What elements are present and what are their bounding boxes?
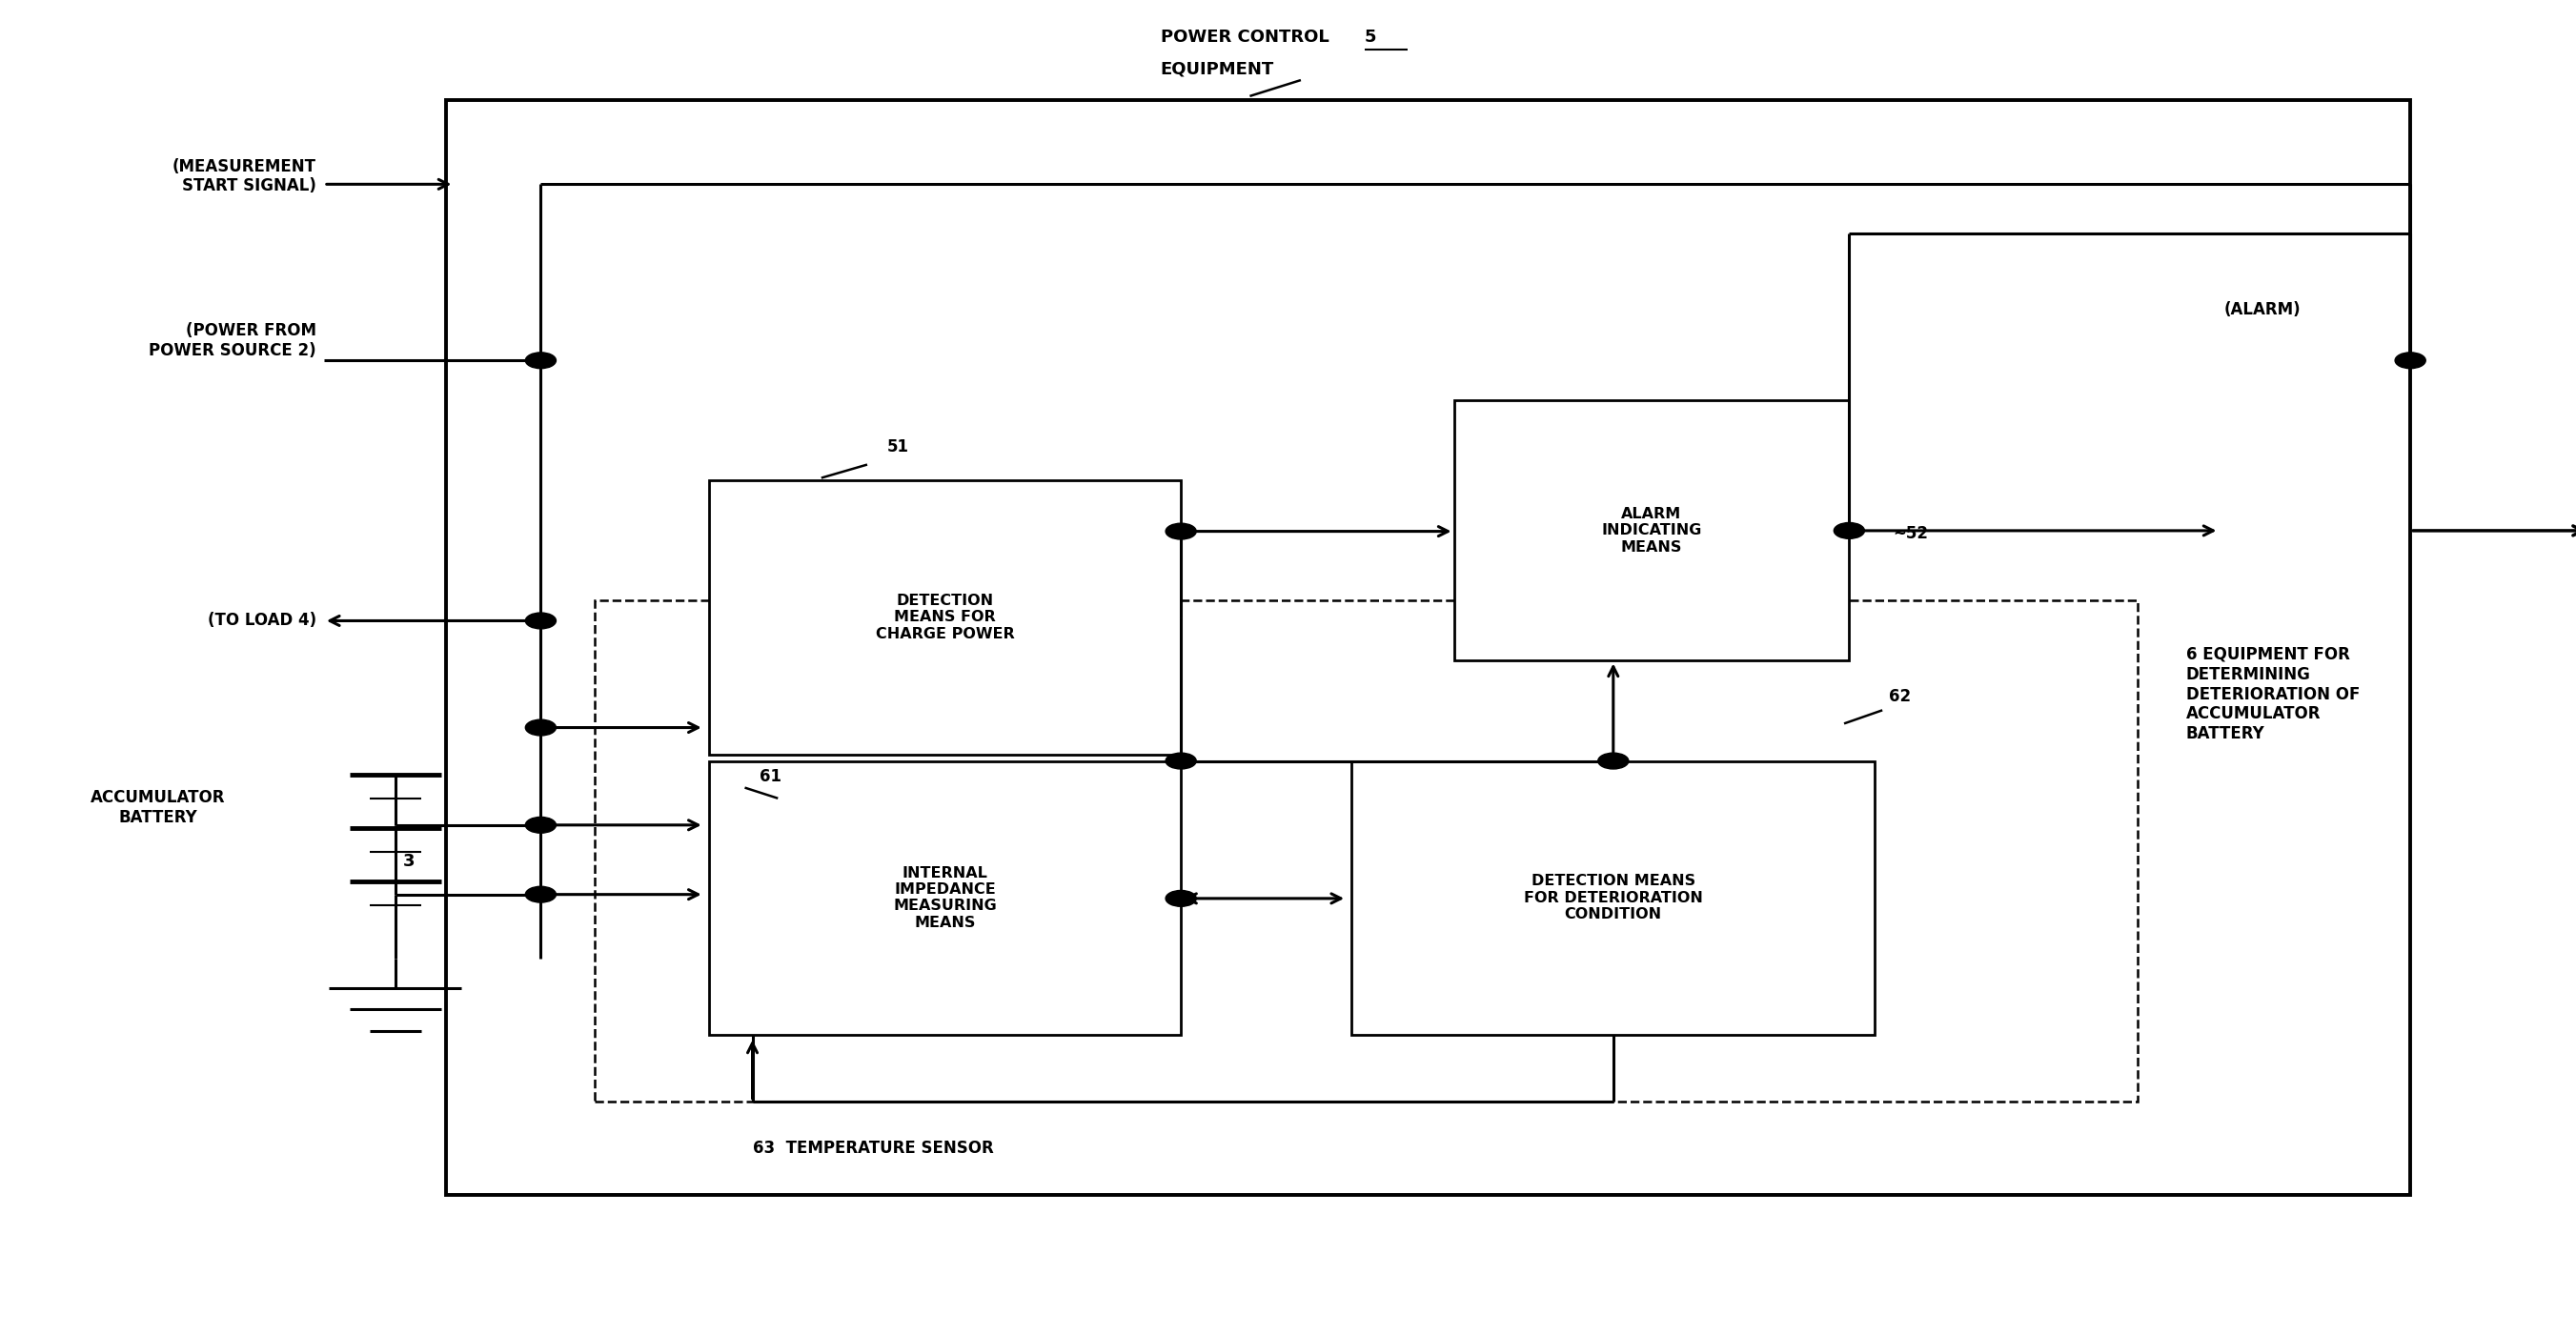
Text: INTERNAL
IMPEDANCE
MEASURING
MEANS: INTERNAL IMPEDANCE MEASURING MEANS: [894, 866, 997, 929]
Text: ~52: ~52: [1893, 526, 1927, 542]
Text: (POWER FROM
POWER SOURCE 2): (POWER FROM POWER SOURCE 2): [149, 322, 317, 359]
FancyBboxPatch shape: [708, 761, 1180, 1035]
FancyBboxPatch shape: [1352, 761, 1875, 1035]
Text: 3: 3: [402, 853, 415, 869]
Text: POWER CONTROL: POWER CONTROL: [1162, 29, 1329, 45]
FancyBboxPatch shape: [1453, 400, 1850, 661]
Circle shape: [526, 720, 556, 736]
Circle shape: [526, 352, 556, 368]
Text: 5: 5: [1365, 29, 1376, 45]
Circle shape: [1164, 753, 1195, 769]
Circle shape: [526, 613, 556, 629]
Text: EQUIPMENT: EQUIPMENT: [1162, 61, 1275, 77]
Text: 6 EQUIPMENT FOR
DETERMINING
DETERIORATION OF
ACCUMULATOR
BATTERY: 6 EQUIPMENT FOR DETERMINING DETERIORATIO…: [2187, 646, 2360, 742]
FancyBboxPatch shape: [708, 481, 1180, 754]
Circle shape: [1164, 523, 1195, 539]
Circle shape: [526, 886, 556, 902]
Text: (ALARM): (ALARM): [2223, 302, 2300, 318]
Text: 62: 62: [1888, 689, 1911, 705]
FancyBboxPatch shape: [595, 601, 2138, 1101]
Circle shape: [1834, 523, 1865, 538]
Text: 63  TEMPERATURE SENSOR: 63 TEMPERATURE SENSOR: [752, 1140, 994, 1156]
FancyBboxPatch shape: [446, 100, 2411, 1195]
Text: ACCUMULATOR
BATTERY: ACCUMULATOR BATTERY: [90, 789, 227, 826]
Text: (MEASUREMENT
START SIGNAL): (MEASUREMENT START SIGNAL): [173, 158, 317, 195]
Text: DETECTION MEANS
FOR DETERIORATION
CONDITION: DETECTION MEANS FOR DETERIORATION CONDIT…: [1525, 874, 1703, 921]
Text: (TO LOAD 4): (TO LOAD 4): [209, 613, 317, 629]
Circle shape: [1597, 753, 1628, 769]
Circle shape: [2396, 352, 2427, 368]
Circle shape: [1164, 890, 1195, 906]
Text: 51: 51: [886, 439, 909, 455]
Text: 61: 61: [760, 769, 781, 785]
Text: DETECTION
MEANS FOR
CHARGE POWER: DETECTION MEANS FOR CHARGE POWER: [876, 594, 1015, 641]
Text: ALARM
INDICATING
MEANS: ALARM INDICATING MEANS: [1602, 507, 1703, 554]
Circle shape: [526, 817, 556, 833]
